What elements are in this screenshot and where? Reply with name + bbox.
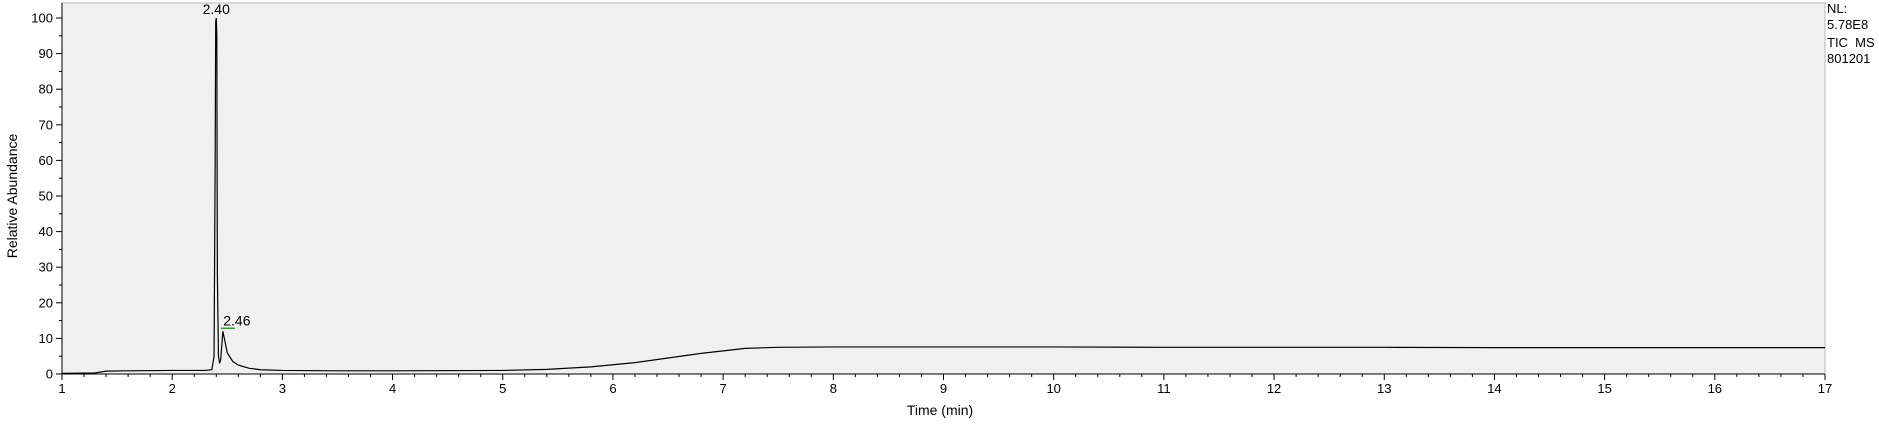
tic-trace-line [61, 17, 1825, 374]
x-tick-label: 7 [720, 381, 727, 396]
peak-label: 2.40 [203, 1, 230, 17]
y-tick-label: 40 [39, 224, 53, 239]
y-tick-label: 0 [46, 367, 53, 382]
y-tick-label: 10 [39, 331, 53, 346]
x-tick-label: 11 [1157, 381, 1171, 396]
x-tick-label: 2 [169, 381, 176, 396]
x-tick-label: 14 [1487, 381, 1501, 396]
y-tick-label: 30 [39, 260, 53, 275]
y-tick-label: 100 [31, 11, 53, 26]
x-tick-label: 12 [1267, 381, 1281, 396]
x-tick-label: 16 [1708, 381, 1722, 396]
y-tick-label: 90 [39, 46, 53, 61]
y-axis-title: Relative Abundance [4, 134, 20, 259]
y-axis: 0 10 20 30 40 50 60 70 80 90 100 [31, 3, 63, 382]
info-file-id: 801201 [1827, 51, 1870, 66]
info-nl-label: NL: [1827, 1, 1847, 16]
info-nl-value: 5.78E8 [1827, 17, 1868, 32]
plot-area [61, 2, 1826, 375]
x-axis-title: Time (min) [907, 402, 973, 418]
x-axis: 1 2 3 4 5 6 7 8 9 10 11 12 13 14 15 16 17 [58, 373, 1832, 396]
x-tick-label: 4 [389, 381, 396, 396]
x-tick-label: 10 [1046, 381, 1060, 396]
x-tick-label: 15 [1597, 381, 1611, 396]
x-tick-label: 13 [1377, 381, 1391, 396]
x-tick-label: 17 [1818, 381, 1832, 396]
y-tick-label: 20 [39, 295, 53, 310]
y-tick-label: 80 [39, 82, 53, 97]
x-tick-label: 6 [609, 381, 616, 396]
x-tick-label: 8 [830, 381, 837, 396]
y-tick-label: 50 [39, 189, 53, 204]
x-tick-label: 9 [940, 381, 947, 396]
x-tick-label: 1 [58, 381, 65, 396]
y-tick-label: 70 [39, 117, 53, 132]
peak-annotations: 2.40 2.46 [203, 1, 251, 330]
y-tick-label: 60 [39, 153, 53, 168]
info-scan-type: TIC MS [1827, 35, 1875, 50]
x-tick-label: 5 [499, 381, 506, 396]
x-tick-label: 3 [279, 381, 286, 396]
peak-label: 2.46 [223, 312, 250, 328]
